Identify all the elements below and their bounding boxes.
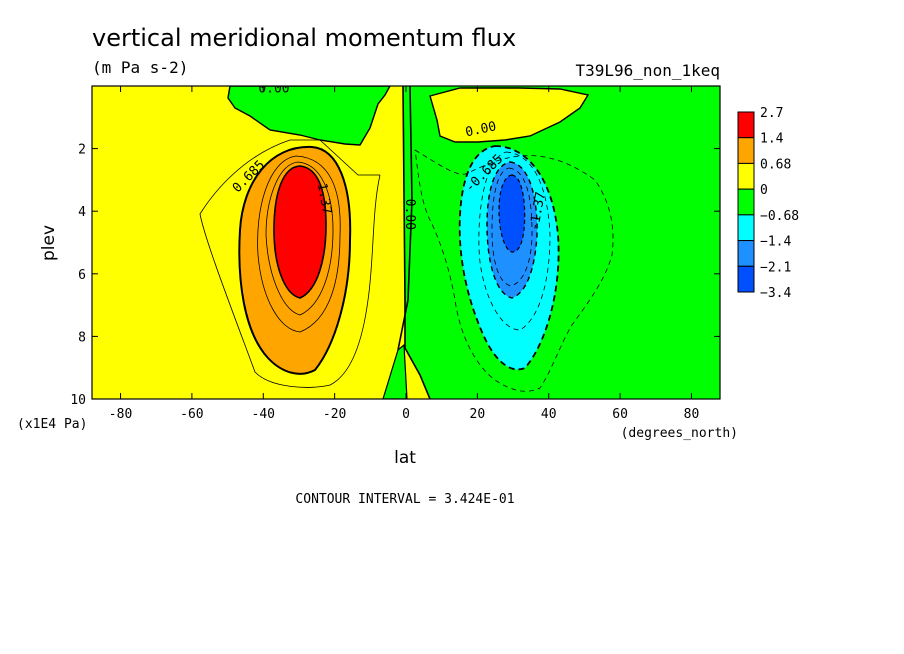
contour-negative-outer — [414, 149, 614, 392]
x-tick-label: -80 — [109, 407, 132, 422]
fill-negative-island — [227, 86, 391, 146]
x-tick-label: -40 — [252, 407, 275, 422]
contour-positive-core — [265, 161, 334, 316]
colorbar-label: −0.68 — [760, 209, 799, 224]
colorbar-swatch — [737, 240, 755, 267]
contour-label: 0.00 — [464, 119, 498, 140]
y-unit-label: (x1E4 Pa) — [17, 417, 87, 432]
fill-positive-red — [273, 165, 327, 299]
colorbar-swatch — [737, 265, 755, 293]
colorbar-label: −1.4 — [760, 235, 791, 250]
y-tick-label: 2 — [78, 143, 86, 158]
x-tick-label: -20 — [323, 407, 346, 422]
colorbar-swatch — [737, 137, 755, 164]
units-label: (m Pa s-2) — [92, 58, 188, 77]
contour-label: -1.37 — [527, 191, 549, 232]
colorbar-swatch — [737, 162, 755, 190]
x-axis: -80 -60 -40 -20 0 20 40 60 80 — [109, 86, 699, 422]
colorbar-label: 0 — [760, 183, 768, 198]
colorbar-label: 1.4 — [760, 132, 784, 147]
colorbar-label: 0.68 — [760, 157, 791, 172]
x-tick-label: 60 — [612, 407, 628, 422]
contour-zero-line — [402, 86, 431, 399]
colorbar-swatch — [737, 188, 755, 216]
fill-positive-patch — [429, 87, 590, 143]
x-axis-label: lat — [394, 448, 416, 468]
y-tick-label: 6 — [78, 268, 86, 283]
colorbar-swatch — [737, 214, 755, 242]
contour-negative-inner — [478, 151, 551, 331]
y-tick-label: 4 — [78, 205, 86, 220]
y-axis-label: plev — [39, 225, 59, 261]
contour-positive-inner — [257, 155, 341, 333]
y-tick-label: 10 — [70, 393, 86, 408]
contour-negative-core — [491, 167, 533, 287]
contour-label: 1.37 — [314, 182, 334, 215]
contour-positive-outer — [199, 139, 381, 388]
contour-label: 0.00 — [402, 199, 417, 230]
colorbar-label: 2.7 — [760, 106, 783, 121]
run-name-label: T39L96_non_1keq — [576, 61, 721, 80]
colorbar-swatch — [737, 111, 755, 139]
fill-equator-sliver — [382, 343, 408, 399]
chart-title: vertical meridional momentum flux — [92, 24, 516, 52]
colorbar-label: −2.1 — [760, 260, 791, 275]
x-tick-label: 20 — [470, 407, 486, 422]
fill-negative-deep-blue — [498, 174, 526, 253]
x-tick-label: 40 — [541, 407, 557, 422]
contour-label: 0.00 — [258, 82, 289, 97]
y-axis: 2 4 6 8 10 — [70, 143, 720, 408]
y-tick-label: 8 — [78, 330, 86, 345]
contour-zero-line-west — [397, 86, 413, 351]
x-tick-label: -60 — [180, 407, 203, 422]
x-tick-label: 0 — [402, 407, 410, 422]
contour-interval-label: CONTOUR INTERVAL = 3.424E-01 — [295, 492, 514, 507]
colorbar: 2.7 1.4 0.68 0 −0.68 −1.4 −2.1 −3.4 — [737, 106, 799, 301]
colorbar-label: −3.4 — [760, 286, 791, 301]
x-tick-label: 80 — [684, 407, 700, 422]
x-unit-label: (degrees_north) — [621, 426, 738, 441]
